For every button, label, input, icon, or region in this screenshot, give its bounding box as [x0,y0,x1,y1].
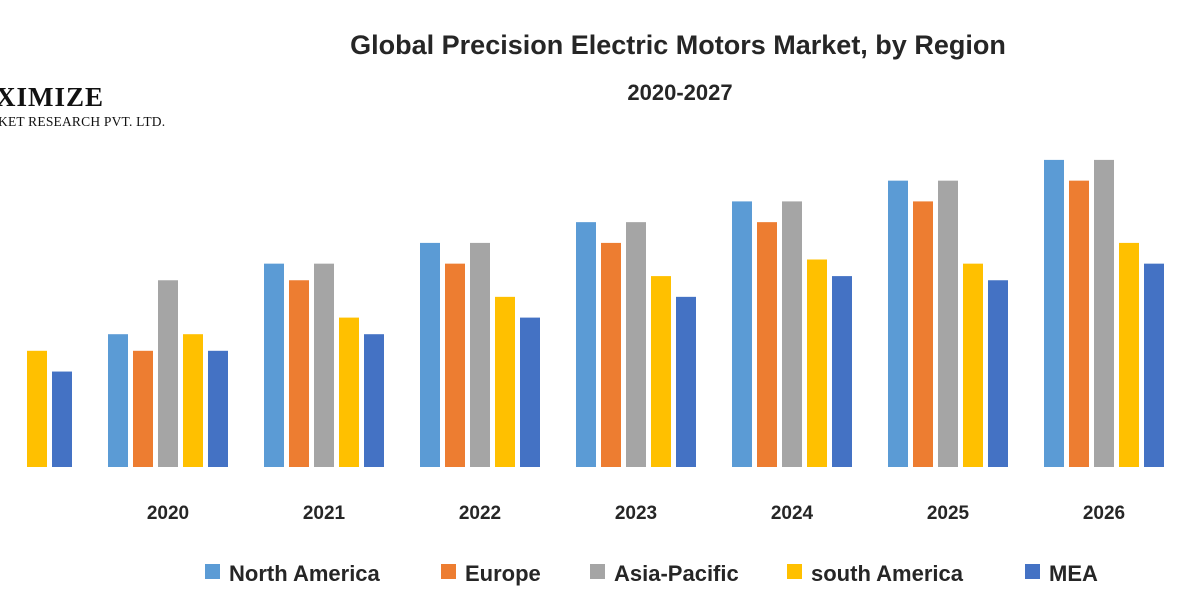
bar-south-america-group-0 [27,350,47,467]
bar-north-america-2025 [888,180,908,467]
bar-mea-2026 [1144,263,1164,467]
bar-asia-pacific-2024 [782,201,802,467]
bar-europe-2025 [913,201,933,467]
bar-asia-pacific-2026 [1094,159,1114,467]
legend-swatch-asia-pacific [590,564,605,579]
legend-label: south America [811,561,964,586]
bar-south-america-2023 [651,276,671,467]
chart-subtitle: 2020-2027 [627,80,732,105]
bar-asia-pacific-2021 [314,263,334,467]
bar-europe-2024 [757,222,777,467]
logo-text: XIMIZE [0,82,105,112]
x-tick-label: 2023 [615,503,657,524]
bar-europe-2020 [133,350,153,467]
legend: North America Europe Asia-Pacific south Ame… [205,561,1098,586]
bar-europe-2021 [289,280,309,467]
legend-label: North America [229,561,381,586]
x-tick-label: 2022 [459,503,501,524]
bar-south-america-2021 [339,317,359,467]
x-tick-label: 2025 [927,503,970,524]
logo-subtext: KET RESEARCH PVT. LTD. [0,114,166,129]
bar-north-america-2024 [732,201,752,467]
bar-asia-pacific-2020 [158,280,178,467]
bar-asia-pacific-2022 [470,242,490,467]
bar-north-america-2023 [576,222,596,467]
bar-south-america-2024 [807,259,827,467]
bar-mea-group-0 [52,371,72,467]
bar-asia-pacific-2025 [938,180,958,467]
bar-mea-2025 [988,280,1008,467]
bar-north-america-2021 [264,263,284,467]
bar-europe-2026 [1069,180,1089,467]
legend-label: Asia-Pacific [614,561,739,586]
bar-mea-2023 [676,296,696,467]
bar-south-america-2022 [495,296,515,467]
x-tick-label: 2026 [1083,503,1125,524]
legend-swatch-north-america [205,564,220,579]
x-tick-labels: 20202021202220232024202520262 [147,503,1125,524]
x-tick-label: 2021 [303,503,346,524]
legend-label: Europe [465,561,541,586]
x-tick-label: 2024 [771,503,814,524]
bar-mea-2021 [364,334,384,467]
bar-europe-2023 [601,242,621,467]
bars-group [27,159,1164,467]
bar-asia-pacific-2023 [626,222,646,467]
bar-europe-2022 [445,263,465,467]
bar-south-america-2025 [963,263,983,467]
chart-title: Global Precision Electric Motors Market,… [350,30,1006,60]
legend-swatch-europe [441,564,456,579]
bar-south-america-2026 [1119,242,1139,467]
x-tick-label: 2020 [147,503,189,524]
bar-mea-2020 [208,350,228,467]
legend-swatch-south-america [787,564,802,579]
legend-label: MEA [1049,561,1098,586]
legend-swatch-mea [1025,564,1040,579]
bar-mea-2024 [832,276,852,467]
bar-north-america-2022 [420,242,440,467]
bar-south-america-2020 [183,334,203,467]
bar-mea-2022 [520,317,540,467]
bar-north-america-2020 [108,334,128,467]
bar-north-america-2026 [1044,159,1064,467]
